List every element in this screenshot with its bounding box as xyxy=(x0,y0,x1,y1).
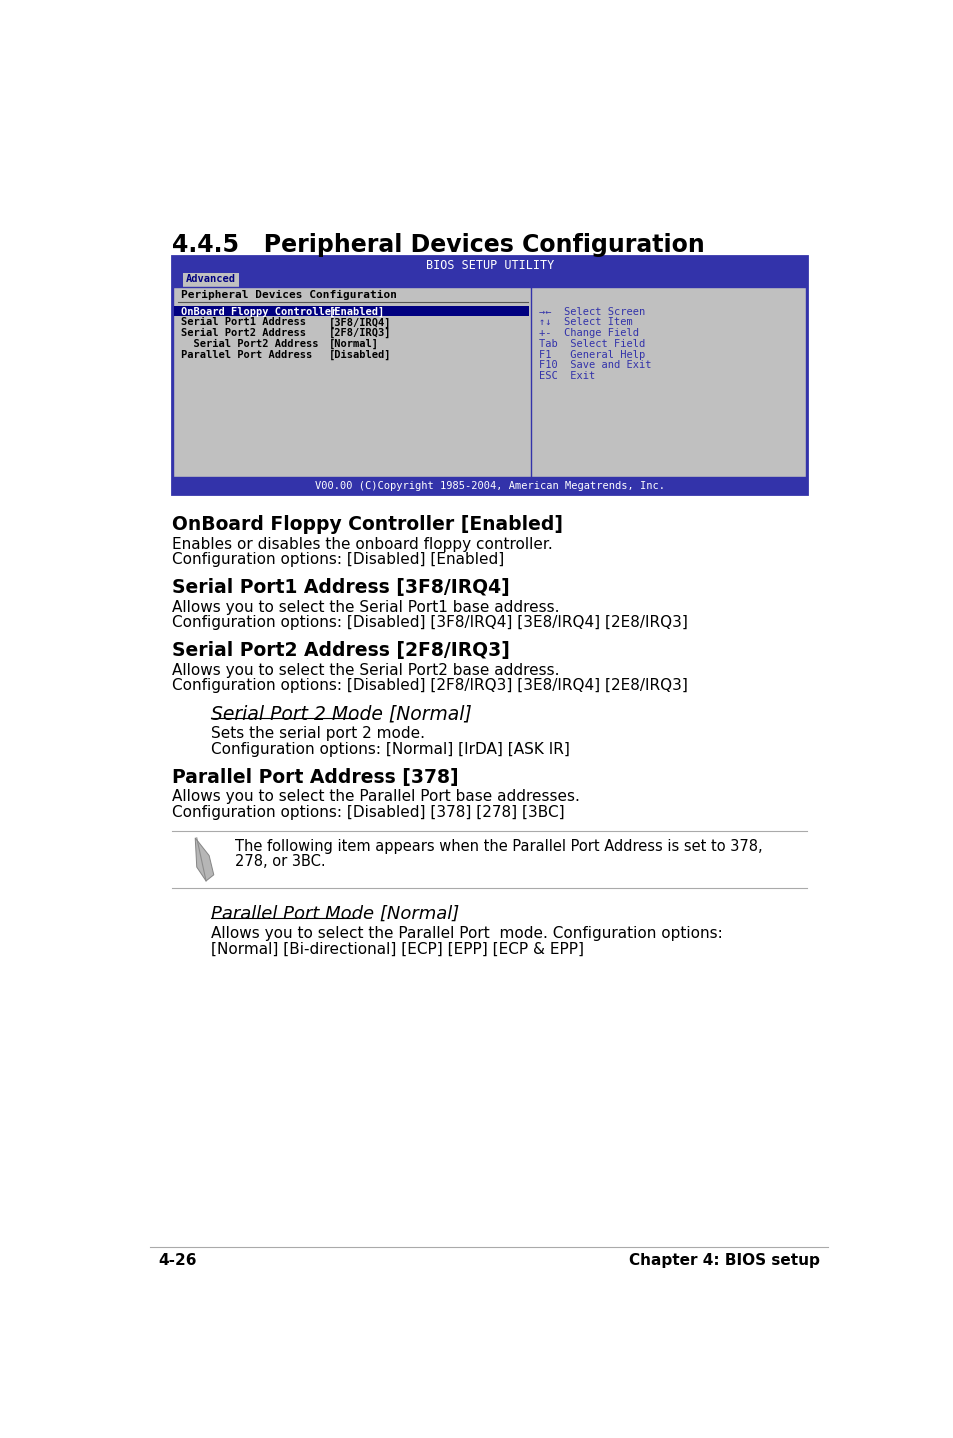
Text: ↑↓  Select Item: ↑↓ Select Item xyxy=(538,318,632,328)
Text: OnBoard Floppy Controller: OnBoard Floppy Controller xyxy=(181,306,337,316)
Text: V00.00 (C)Copyright 1985-2004, American Megatrends, Inc.: V00.00 (C)Copyright 1985-2004, American … xyxy=(314,480,664,490)
Text: Allows you to select the Serial Port2 base address.: Allows you to select the Serial Port2 ba… xyxy=(172,663,558,679)
Text: Serial Port2 Address: Serial Port2 Address xyxy=(181,328,306,338)
Text: Advanced: Advanced xyxy=(186,275,235,285)
Text: F1   General Help: F1 General Help xyxy=(538,349,644,360)
FancyBboxPatch shape xyxy=(183,273,238,286)
Text: 4-26: 4-26 xyxy=(158,1252,196,1268)
Text: OnBoard Floppy Controller [Enabled]: OnBoard Floppy Controller [Enabled] xyxy=(172,515,562,533)
Text: [Normal] [Bi-directional] [ECP] [EPP] [ECP & EPP]: [Normal] [Bi-directional] [ECP] [EPP] [E… xyxy=(211,942,583,956)
FancyBboxPatch shape xyxy=(172,256,806,495)
Text: Configuration options: [Normal] [IrDA] [ASK IR]: Configuration options: [Normal] [IrDA] [… xyxy=(211,742,569,756)
Text: Configuration options: [Disabled] [378] [278] [3BC]: Configuration options: [Disabled] [378] … xyxy=(172,805,564,820)
Text: Serial Port1 Address [3F8/IRQ4]: Serial Port1 Address [3F8/IRQ4] xyxy=(172,578,509,597)
Text: Configuration options: [Disabled] [3F8/IRQ4] [3E8/IRQ4] [2E8/IRQ3]: Configuration options: [Disabled] [3F8/I… xyxy=(172,615,687,630)
Text: Parallel Port Address [378]: Parallel Port Address [378] xyxy=(172,768,458,787)
Text: [Disabled]: [Disabled] xyxy=(328,349,391,360)
FancyBboxPatch shape xyxy=(173,286,805,477)
Text: [Normal]: [Normal] xyxy=(328,339,378,349)
Text: Allows you to select the Parallel Port base addresses.: Allows you to select the Parallel Port b… xyxy=(172,789,579,804)
Text: Serial Port 2 Mode [Normal]: Serial Port 2 Mode [Normal] xyxy=(211,705,471,723)
Text: Enables or disables the onboard floppy controller.: Enables or disables the onboard floppy c… xyxy=(172,536,552,552)
Text: Chapter 4: BIOS setup: Chapter 4: BIOS setup xyxy=(628,1252,819,1268)
Text: Peripheral Devices Configuration: Peripheral Devices Configuration xyxy=(181,290,396,301)
Text: Allows you to select the Parallel Port  mode. Configuration options:: Allows you to select the Parallel Port m… xyxy=(211,926,721,942)
Text: BIOS SETUP UTILITY: BIOS SETUP UTILITY xyxy=(425,259,554,272)
Text: 278, or 3BC.: 278, or 3BC. xyxy=(235,854,326,869)
Text: →←  Select Screen: →← Select Screen xyxy=(538,306,644,316)
Text: The following item appears when the Parallel Port Address is set to 378,: The following item appears when the Para… xyxy=(235,838,762,854)
Text: Configuration options: [Disabled] [Enabled]: Configuration options: [Disabled] [Enabl… xyxy=(172,552,504,567)
Text: Tab  Select Field: Tab Select Field xyxy=(538,339,644,349)
Text: Serial Port1 Address: Serial Port1 Address xyxy=(181,318,306,328)
FancyBboxPatch shape xyxy=(172,479,806,495)
FancyBboxPatch shape xyxy=(174,306,529,316)
Text: 4.4.5   Peripheral Devices Configuration: 4.4.5 Peripheral Devices Configuration xyxy=(172,233,704,256)
Text: ESC  Exit: ESC Exit xyxy=(538,371,594,381)
Text: F10  Save and Exit: F10 Save and Exit xyxy=(538,361,650,371)
Text: +-  Change Field: +- Change Field xyxy=(538,328,638,338)
Text: [Enabled]: [Enabled] xyxy=(328,306,384,316)
Text: Serial Port2 Address [2F8/IRQ3]: Serial Port2 Address [2F8/IRQ3] xyxy=(172,641,509,660)
Text: Parallel Port Address: Parallel Port Address xyxy=(181,349,313,360)
Text: Sets the serial port 2 mode.: Sets the serial port 2 mode. xyxy=(211,726,424,741)
Text: Allows you to select the Serial Port1 base address.: Allows you to select the Serial Port1 ba… xyxy=(172,600,558,615)
Text: [3F8/IRQ4]: [3F8/IRQ4] xyxy=(328,318,391,328)
Text: Configuration options: [Disabled] [2F8/IRQ3] [3E8/IRQ4] [2E8/IRQ3]: Configuration options: [Disabled] [2F8/I… xyxy=(172,679,687,693)
Text: Parallel Port Mode [Normal]: Parallel Port Mode [Normal] xyxy=(211,905,458,923)
Text: [2F8/IRQ3]: [2F8/IRQ3] xyxy=(328,328,391,338)
Text: Serial Port2 Address: Serial Port2 Address xyxy=(181,339,318,349)
Polygon shape xyxy=(195,838,213,881)
